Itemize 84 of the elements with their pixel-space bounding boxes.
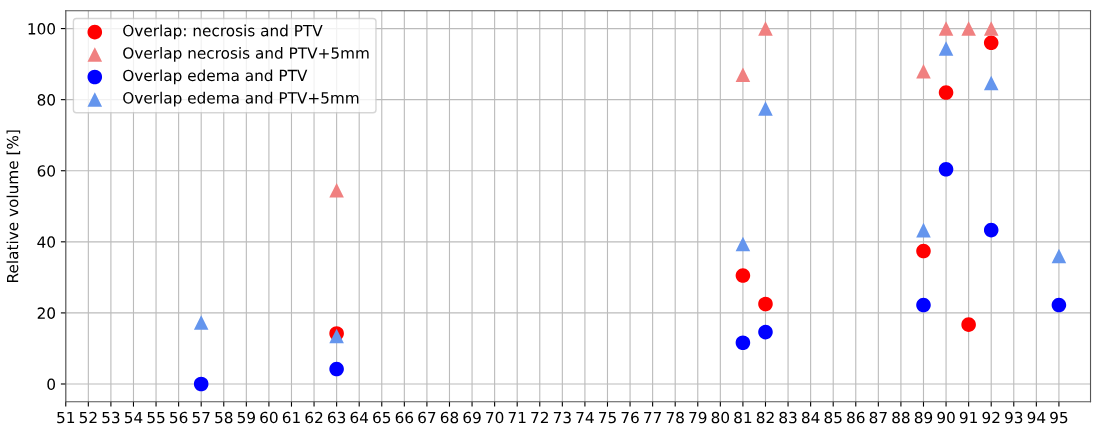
x-tick-label: 78 [666, 411, 684, 424]
point [961, 21, 976, 36]
point [758, 296, 773, 312]
legend-label: Overlap edema and PTV [123, 69, 308, 85]
point [329, 361, 344, 377]
x-tick-label: 95 [1050, 411, 1068, 424]
x-tick-label: 82 [756, 411, 774, 424]
point [983, 222, 999, 238]
x-tick-label: 77 [644, 411, 662, 424]
x-tick-label: 71 [508, 411, 526, 424]
x-tick-label: 67 [418, 411, 436, 424]
x-tick-label: 83 [779, 411, 797, 424]
point [758, 324, 773, 340]
x-tick-label: 75 [599, 411, 616, 424]
x-tick-label: 69 [463, 411, 481, 424]
point [735, 236, 751, 252]
x-tick-label: 59 [237, 411, 255, 424]
x-tick-label: 93 [1005, 411, 1023, 424]
x-tick-label: 72 [531, 411, 548, 424]
x-tick-label: 54 [124, 411, 143, 424]
y-tick-label: 0 [47, 378, 56, 391]
legend-label: Overlap edema and PTV+5mm [123, 91, 359, 107]
point [1051, 248, 1067, 264]
x-tick-label: 73 [553, 411, 571, 424]
x-tick-label: 53 [102, 411, 120, 424]
x-tick-label: 76 [621, 411, 639, 424]
point [938, 162, 954, 177]
x-tick-label: 51 [57, 411, 75, 424]
x-tick-label: 81 [734, 411, 752, 424]
legend-label: Overlap: necrosis and PTV [123, 24, 323, 40]
point [983, 35, 999, 51]
x-tick-label: 85 [824, 411, 842, 424]
point [938, 85, 954, 100]
point [193, 315, 209, 330]
x-tick-label: 86 [847, 411, 865, 424]
x-tick-label: 52 [79, 411, 97, 424]
point [961, 317, 976, 332]
point [983, 75, 999, 91]
x-tick-label: 56 [170, 411, 188, 424]
point [735, 67, 751, 83]
x-tick-label: 79 [689, 411, 707, 424]
point [916, 297, 931, 313]
point [329, 183, 344, 198]
point [938, 41, 954, 56]
point [916, 222, 931, 238]
x-tick-label: 87 [869, 411, 887, 424]
x-tick-label: 58 [215, 411, 233, 424]
y-tick-label: 20 [37, 307, 56, 319]
x-tick-label: 60 [260, 411, 278, 424]
x-tick-label: 64 [350, 411, 369, 424]
x-tick-label: 68 [440, 411, 459, 424]
x-tick-label: 92 [982, 411, 1000, 424]
point [735, 268, 751, 283]
x-tick-label: 89 [914, 411, 933, 424]
point [1051, 297, 1067, 313]
point [938, 21, 954, 36]
x-tick-label: 88 [892, 411, 910, 424]
y-tick-label: 60 [37, 165, 56, 177]
x-tick-label: 94 [1027, 411, 1046, 424]
x-tick-label: 61 [282, 411, 300, 424]
point [758, 21, 773, 36]
y-axis-title: Relative volume [%] [6, 130, 21, 282]
x-tick-label: 62 [305, 411, 323, 424]
x-tick-label: 55 [147, 411, 165, 424]
point [193, 376, 209, 392]
x-tick-label: 90 [937, 411, 955, 424]
x-tick-label: 84 [801, 411, 820, 424]
x-tick-label: 80 [711, 411, 730, 424]
x-tick-label: 91 [959, 411, 977, 424]
x-tick-label: 63 [327, 411, 346, 424]
point [916, 63, 931, 79]
x-tick-label: 66 [395, 411, 414, 424]
point [916, 243, 931, 259]
x-tick-label: 57 [192, 411, 210, 424]
y-tick-label: 40 [37, 236, 56, 248]
legend-label: Overlap necrosis and PTV+5mm [123, 46, 369, 62]
x-tick-label: 70 [486, 411, 504, 424]
point [983, 21, 999, 36]
x-tick-label: 65 [373, 411, 391, 424]
point [758, 101, 773, 116]
point [735, 335, 751, 351]
y-tick-label: 100 [28, 23, 56, 35]
x-tick-label: 74 [576, 411, 594, 424]
y-tick-label: 80 [37, 94, 56, 106]
